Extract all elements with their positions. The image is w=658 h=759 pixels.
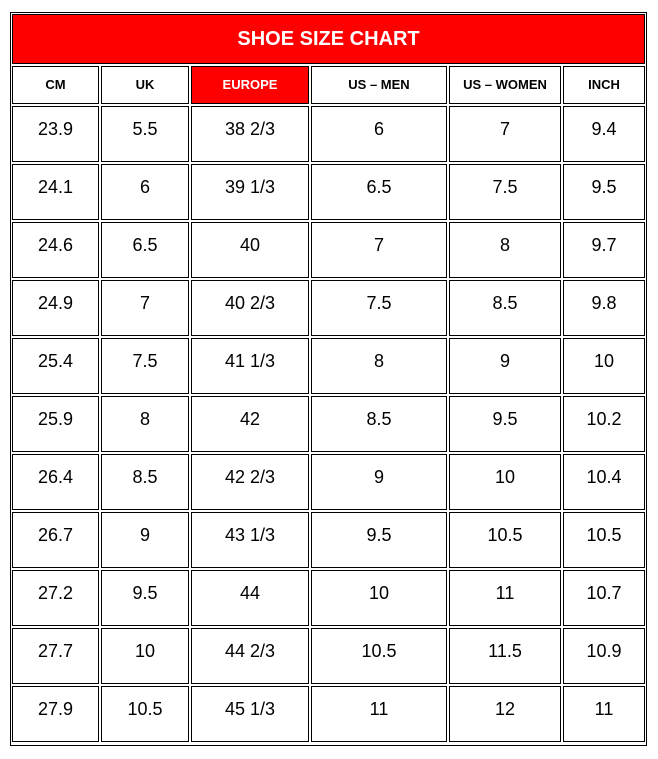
data-cell: 44 2/3 <box>191 628 309 684</box>
data-cell: 24.1 <box>12 164 99 220</box>
data-cell: 42 2/3 <box>191 454 309 510</box>
data-cell: 26.7 <box>12 512 99 568</box>
data-cell: 12 <box>449 686 561 742</box>
data-cell: 10.5 <box>449 512 561 568</box>
data-cell: 41 1/3 <box>191 338 309 394</box>
data-cell: 10 <box>311 570 447 626</box>
header-cell: INCH <box>563 66 645 104</box>
data-cell: 11 <box>311 686 447 742</box>
data-cell: 8.5 <box>449 280 561 336</box>
header-cell: UK <box>101 66 189 104</box>
data-cell: 8 <box>101 396 189 452</box>
data-cell: 26.4 <box>12 454 99 510</box>
data-cell: 7 <box>311 222 447 278</box>
data-cell: 27.7 <box>12 628 99 684</box>
data-cell: 10.9 <box>563 628 645 684</box>
data-cell: 9 <box>311 454 447 510</box>
data-cell: 9 <box>449 338 561 394</box>
data-cell: 7.5 <box>449 164 561 220</box>
data-cell: 7.5 <box>311 280 447 336</box>
data-cell: 9 <box>101 512 189 568</box>
data-cell: 23.9 <box>12 106 99 162</box>
data-cell: 9.7 <box>563 222 645 278</box>
data-cell: 10.4 <box>563 454 645 510</box>
data-cell: 8.5 <box>101 454 189 510</box>
table-frame <box>10 12 647 746</box>
data-cell: 44 <box>191 570 309 626</box>
header-cell: US – MEN <box>311 66 447 104</box>
data-cell: 25.4 <box>12 338 99 394</box>
data-cell: 39 1/3 <box>191 164 309 220</box>
data-cell: 11 <box>449 570 561 626</box>
data-cell: 24.6 <box>12 222 99 278</box>
data-cell: 7.5 <box>101 338 189 394</box>
header-cell: EUROPE <box>191 66 309 104</box>
data-cell: 9.5 <box>311 512 447 568</box>
data-cell: 5.5 <box>101 106 189 162</box>
data-cell: 10 <box>563 338 645 394</box>
data-cell: 6.5 <box>101 222 189 278</box>
data-cell: 11.5 <box>449 628 561 684</box>
data-cell: 8.5 <box>311 396 447 452</box>
data-cell: 27.9 <box>12 686 99 742</box>
data-cell: 6.5 <box>311 164 447 220</box>
table-title: SHOE SIZE CHART <box>12 14 645 64</box>
data-cell: 25.9 <box>12 396 99 452</box>
data-cell: 27.2 <box>12 570 99 626</box>
data-cell: 8 <box>311 338 447 394</box>
data-cell: 10.2 <box>563 396 645 452</box>
data-cell: 9.8 <box>563 280 645 336</box>
data-cell: 6 <box>311 106 447 162</box>
data-cell: 38 2/3 <box>191 106 309 162</box>
data-cell: 10.5 <box>311 628 447 684</box>
data-cell: 9.5 <box>449 396 561 452</box>
header-cell: CM <box>12 66 99 104</box>
data-cell: 11 <box>563 686 645 742</box>
data-cell: 10.5 <box>101 686 189 742</box>
data-cell: 10 <box>101 628 189 684</box>
data-cell: 7 <box>449 106 561 162</box>
data-cell: 9.5 <box>101 570 189 626</box>
data-cell: 10.5 <box>563 512 645 568</box>
data-cell: 9.5 <box>563 164 645 220</box>
data-cell: 42 <box>191 396 309 452</box>
data-cell: 9.4 <box>563 106 645 162</box>
header-cell: US – WOMEN <box>449 66 561 104</box>
data-cell: 7 <box>101 280 189 336</box>
data-cell: 43 1/3 <box>191 512 309 568</box>
data-cell: 10.7 <box>563 570 645 626</box>
data-cell: 8 <box>449 222 561 278</box>
data-cell: 6 <box>101 164 189 220</box>
data-cell: 40 2/3 <box>191 280 309 336</box>
data-cell: 10 <box>449 454 561 510</box>
data-cell: 24.9 <box>12 280 99 336</box>
data-cell: 40 <box>191 222 309 278</box>
data-cell: 45 1/3 <box>191 686 309 742</box>
